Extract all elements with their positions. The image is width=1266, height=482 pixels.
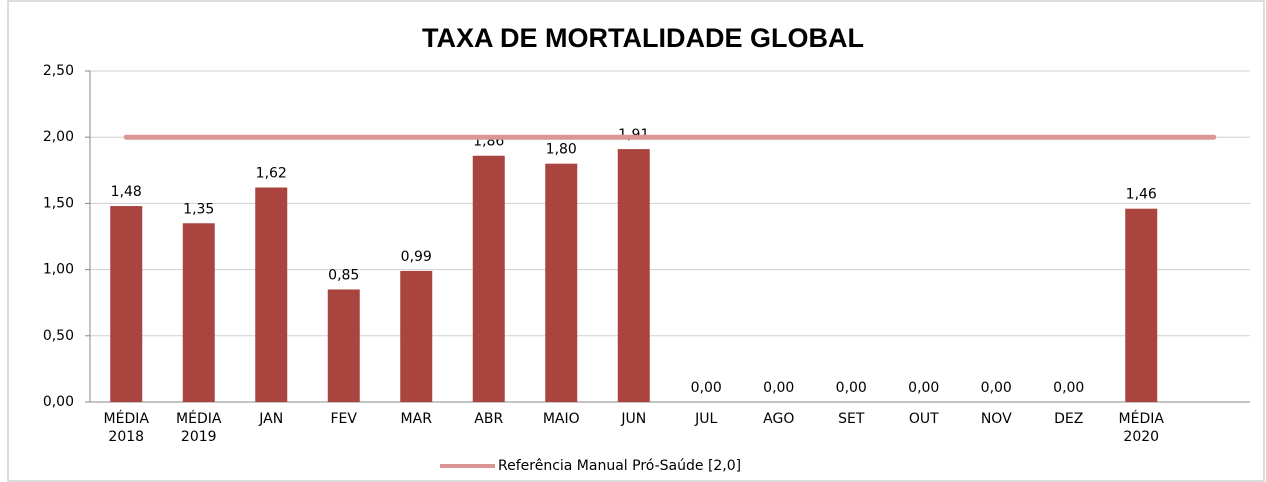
x-tick-label: JUN bbox=[620, 411, 646, 427]
y-tick-label: 1,00 bbox=[43, 262, 74, 278]
y-tick-label: 2,50 bbox=[43, 63, 74, 79]
x-tick-label: DEZ bbox=[1054, 411, 1083, 427]
data-label: 0,85 bbox=[328, 267, 359, 283]
data-label: 1,48 bbox=[111, 184, 142, 200]
data-label: 0,00 bbox=[981, 380, 1012, 396]
y-tick-label: 0,50 bbox=[43, 328, 74, 344]
y-tick-label: 1,50 bbox=[43, 195, 74, 211]
bar bbox=[545, 163, 578, 402]
data-label: 0,00 bbox=[691, 380, 722, 396]
data-label: 0,99 bbox=[401, 249, 432, 265]
bar bbox=[327, 289, 360, 402]
x-tick-label: FEV bbox=[331, 411, 358, 427]
x-tick-label: JUL bbox=[694, 411, 717, 427]
data-label: 1,80 bbox=[546, 142, 577, 158]
y-tick-label: 0,00 bbox=[43, 394, 74, 410]
data-label: 0,00 bbox=[1053, 380, 1084, 396]
x-tick-label: SET bbox=[838, 411, 865, 427]
bar bbox=[617, 149, 650, 402]
x-tick-label: MAR bbox=[401, 411, 433, 427]
data-label: 0,00 bbox=[908, 380, 939, 396]
bar bbox=[472, 155, 505, 402]
x-tick-label: OUT bbox=[909, 411, 939, 427]
bar bbox=[1125, 208, 1158, 402]
x-tick-label: NOV bbox=[981, 411, 1012, 427]
legend-label: Referência Manual Pró-Saúde [2,0] bbox=[498, 458, 741, 474]
data-label: 1,62 bbox=[256, 166, 287, 182]
x-tick-label: MÉDIA 2018 bbox=[104, 410, 150, 445]
x-tick-label: MÉDIA 2019 bbox=[176, 410, 222, 445]
x-tick-label: ABR bbox=[474, 411, 503, 427]
data-label: 1,46 bbox=[1126, 187, 1157, 203]
data-label: 0,00 bbox=[836, 380, 867, 396]
bar bbox=[110, 206, 143, 402]
x-tick-label: MÉDIA 2020 bbox=[1119, 410, 1165, 445]
y-tick-label: 2,00 bbox=[43, 129, 74, 145]
x-tick-label: AGO bbox=[763, 411, 794, 427]
data-label: 1,35 bbox=[183, 201, 214, 217]
x-tick-label: JAN bbox=[258, 411, 283, 427]
x-tick-label: MAIO bbox=[543, 411, 580, 427]
data-label: 0,00 bbox=[763, 380, 794, 396]
bar bbox=[400, 270, 433, 402]
bar bbox=[182, 223, 215, 402]
chart-title: TAXA DE MORTALIDADE GLOBAL bbox=[422, 23, 864, 53]
bar bbox=[255, 187, 288, 402]
